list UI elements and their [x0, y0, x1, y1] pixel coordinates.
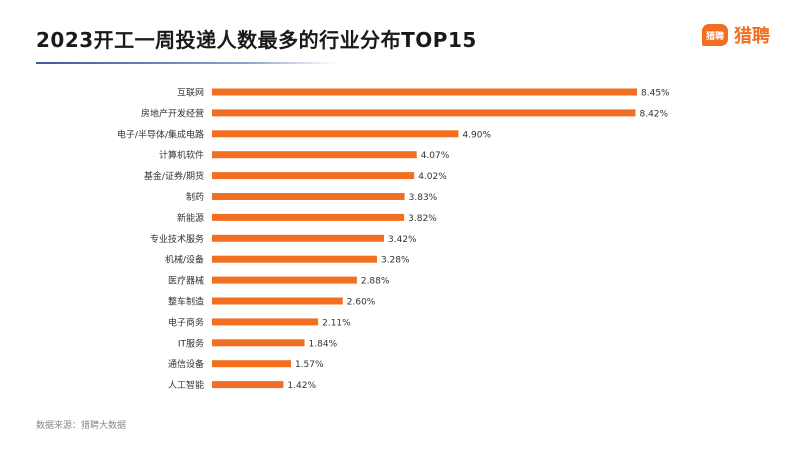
value-label: 4.07% [421, 151, 450, 161]
category-label: 制药 [186, 191, 204, 203]
bar [212, 381, 284, 389]
value-label: 4.02% [418, 172, 447, 182]
value-label: 1.42% [287, 381, 316, 391]
bar [212, 193, 405, 200]
category-label: 机械/设备 [165, 254, 204, 266]
category-label: 电子商务 [168, 316, 204, 328]
category-label: 整车制造 [168, 296, 204, 308]
bar-chart: 互联网 8.45% 房地产开发经营 8.42% 电子/半导体/集成电路 4.90% 计算机软… [117, 88, 670, 392]
category-label: 通信设备 [168, 358, 204, 370]
bar [212, 360, 291, 368]
bar [212, 130, 459, 138]
category-label: 计算机软件 [159, 149, 204, 161]
logo-badge-text: 猎聘 [705, 31, 724, 42]
category-label: 基金/证券/期货 [144, 170, 204, 182]
value-label: 3.82% [408, 214, 437, 224]
bar [212, 172, 415, 180]
bar [212, 151, 417, 159]
category-label: 医疗器械 [168, 275, 204, 287]
value-label: 8.42% [639, 109, 668, 119]
logo-text: 猎聘 [734, 26, 770, 47]
value-label: 2.88% [361, 277, 390, 287]
bar [212, 88, 637, 96]
category-label: 人工智能 [168, 379, 204, 391]
bar [212, 234, 385, 242]
category-label: 互联网 [177, 88, 204, 99]
value-label: 1.84% [309, 339, 338, 349]
value-label: 2.11% [322, 318, 351, 328]
value-label: 3.28% [381, 256, 410, 266]
value-label: 3.42% [388, 235, 417, 245]
value-label: 4.90% [462, 130, 491, 140]
value-label: 3.83% [409, 193, 438, 203]
bar [212, 255, 377, 263]
bar [212, 297, 343, 305]
category-label: 房地产开发经营 [141, 107, 204, 119]
bar [212, 213, 405, 221]
bar [212, 318, 319, 326]
category-label: IT服务 [178, 337, 204, 349]
category-label: 专业技术服务 [150, 233, 204, 245]
value-label: 8.45% [641, 89, 670, 99]
bar [212, 276, 357, 284]
data-source: 数据来源：猎聘大数据 [36, 421, 127, 431]
chart-title: 2023开工一周投递人数最多的行业分布TOP15 [36, 28, 477, 52]
bar [212, 339, 305, 347]
category-label: 新能源 [177, 212, 204, 224]
speech-bubble-icon: 猎聘 [702, 24, 728, 46]
value-label: 2.60% [347, 298, 376, 308]
bar [212, 109, 636, 117]
value-label: 1.57% [295, 360, 324, 370]
liepin-logo: 猎聘 猎聘 [702, 22, 770, 48]
title-underline [36, 62, 336, 64]
category-label: 电子/半导体/集成电路 [117, 128, 204, 140]
